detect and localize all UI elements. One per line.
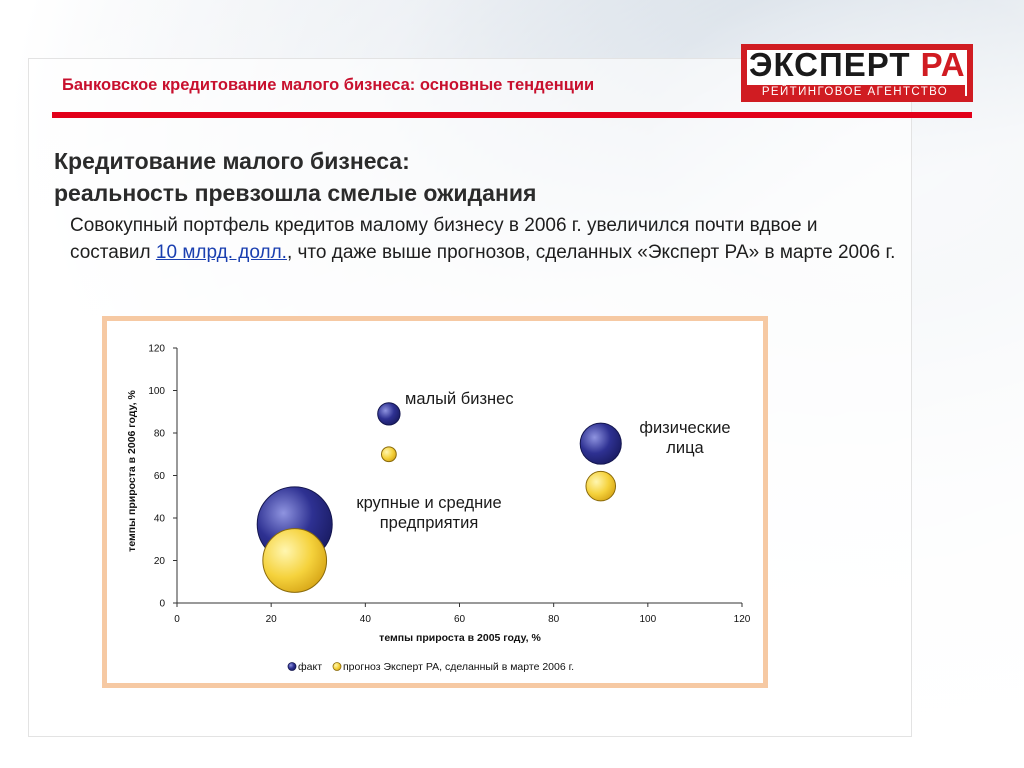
- y-tick-label: 120: [148, 344, 165, 355]
- expert-ra-logo: ЭКСПЕРТ РА РЕЙТИНГОВОЕ АГЕНТСТВО: [741, 44, 973, 102]
- y-tick-label: 40: [154, 514, 166, 525]
- header-title: Банковское кредитование малого бизнеса: …: [62, 76, 595, 94]
- annotation-0-line-0: малый бизнес: [405, 390, 514, 408]
- header-divider: [52, 112, 972, 118]
- legend-marker-1: [332, 662, 342, 671]
- legend-label-1: прогноз Эксперт РА, сделанный в марте 20…: [343, 661, 574, 673]
- annotation-1-line-1: лица: [666, 439, 704, 457]
- logo-wordmark: ЭКСПЕРТ РА: [749, 46, 966, 83]
- bubble-forecast-2: [585, 470, 617, 502]
- chart-frame: 0 20 40 60 80 100 120 0 20 40 60 80 100 120 малый биз…: [102, 316, 768, 688]
- y-tick-label: 60: [154, 471, 166, 482]
- heading-line-1: Кредитование малого бизнеса:: [54, 148, 410, 174]
- y-tick-label: 20: [154, 556, 166, 567]
- x-tick-label: 0: [174, 614, 180, 625]
- x-tick-label: 100: [639, 614, 656, 625]
- bubble-forecast-1: [380, 446, 397, 463]
- x-tick-label: 40: [360, 614, 372, 625]
- legend-label-0: факт: [298, 661, 322, 673]
- logo-accent-text: РА: [920, 46, 966, 83]
- chart-legend: факт прогноз Эксперт РА, сделанный в март…: [287, 661, 574, 673]
- y-axis-label: темпы прироста в 2006 году, %: [126, 390, 138, 552]
- chart-area: 0 20 40 60 80 100 120 0 20 40 60 80 100 120 малый биз…: [107, 321, 763, 683]
- body-text-before: Совокупный портфель кредитов малому бизн…: [70, 215, 818, 263]
- x-tick-label: 20: [266, 614, 278, 625]
- annotation-2-line-1: предприятия: [380, 514, 479, 532]
- legend-marker-0: [287, 662, 297, 671]
- logo-subtitle: РЕЙТИНГОВОЕ АГЕНТСТВО: [745, 85, 965, 100]
- annotation-1-line-0: физические: [639, 419, 730, 437]
- heading-line-2: реальность превзошла смелые ожидания: [54, 180, 537, 206]
- x-tick-label: 120: [734, 614, 751, 625]
- annotation-2-line-0: крупные и средние: [356, 494, 501, 512]
- y-tick-label: 80: [154, 429, 166, 440]
- body-paragraph: Совокупный портфель кредитов малому бизн…: [70, 212, 900, 266]
- bubble-forecast-0: [262, 528, 328, 593]
- slide-heading: Кредитование малого бизнеса: реальность …: [54, 145, 536, 209]
- x-axis-label: темпы прироста в 2005 году, %: [379, 632, 541, 644]
- y-tick-label: 100: [148, 386, 165, 397]
- x-tick-label: 80: [548, 614, 560, 625]
- bubble-fact-2: [579, 422, 622, 465]
- bubble-chart: 0 20 40 60 80 100 120 0 20 40 60 80 100 120 малый биз…: [126, 344, 751, 674]
- portfolio-value-link[interactable]: 10 млрд. долл.: [155, 242, 287, 263]
- x-tick-label: 60: [454, 614, 466, 625]
- body-text-after: , что даже выше прогнозов, сделанных «Эк…: [286, 242, 896, 263]
- bubble-fact-1: [377, 402, 401, 426]
- y-tick-label: 0: [159, 599, 165, 610]
- logo-main-text: ЭКСПЕРТ: [749, 46, 911, 83]
